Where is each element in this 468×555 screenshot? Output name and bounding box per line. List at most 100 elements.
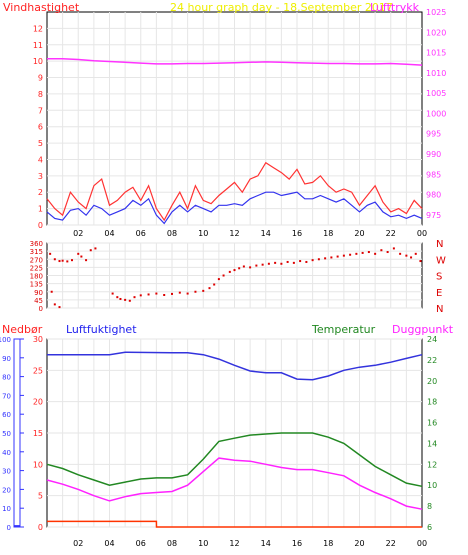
x-tick-label: 00 — [417, 229, 427, 238]
series-line — [47, 351, 423, 381]
wind-tick-label: 8 — [38, 90, 43, 99]
x-tick-label: 16 — [292, 229, 302, 238]
direction-point — [292, 261, 295, 264]
direction-point — [242, 265, 245, 268]
humidity-tick-label: 30 — [33, 335, 43, 344]
direction-point — [274, 261, 277, 264]
direction-tick-label: 135 — [30, 281, 43, 289]
temperature-tick-label: 20 — [427, 377, 437, 386]
wind-direction-points — [49, 247, 422, 309]
temperature-tick-label: 8 — [427, 502, 432, 511]
rain-label: Nedbør — [2, 323, 43, 336]
direction-point — [410, 256, 413, 259]
direction-point — [155, 292, 158, 295]
rain-gauge-fill — [14, 525, 20, 527]
direction-point — [50, 290, 53, 293]
wind-tick-label: 11 — [33, 41, 43, 50]
compass-label: S — [436, 272, 442, 283]
direction-point — [267, 262, 270, 265]
direction-point — [133, 296, 136, 299]
wind-tick-label: 5 — [38, 139, 43, 148]
series-line — [46, 161, 423, 222]
direction-point — [213, 283, 216, 286]
humidity-tick-label: 15 — [33, 429, 43, 438]
direction-tick-label: 0 — [39, 305, 43, 313]
humidity-axis-ticks: 0 5 10 15 20 25 30 — [33, 335, 43, 532]
x-tick-label: 12 — [229, 229, 239, 238]
compass-label: N — [436, 304, 443, 315]
direction-tick-label: 225 — [30, 264, 43, 272]
rain-tick-label: 80 — [2, 374, 11, 382]
direction-point — [61, 259, 64, 262]
pressure-tick-label: 980 — [426, 191, 441, 200]
rain-tick-label: 100 — [0, 336, 11, 344]
direction-point — [330, 256, 333, 259]
compass-label: W — [436, 255, 446, 266]
humidity-label: Luftfuktighet — [66, 323, 137, 336]
pressure-tick-label: 1000 — [426, 109, 446, 118]
direction-point — [163, 294, 166, 296]
direction-point — [249, 266, 252, 269]
pressure-tick-label: 990 — [426, 150, 441, 159]
temperature-axis-ticks: 6 8 10 12 14 16 18 20 22 24 — [427, 335, 437, 532]
direction-point — [255, 264, 258, 267]
direction-point — [80, 255, 83, 258]
direction-point — [139, 294, 142, 297]
x-tick-label: 20 — [354, 229, 364, 238]
direction-point — [111, 292, 114, 295]
direction-point — [128, 299, 131, 302]
direction-point — [71, 259, 73, 262]
direction-point — [222, 274, 225, 277]
temperature-tick-label: 10 — [427, 481, 437, 490]
pressure-tick-label: 995 — [426, 130, 441, 139]
x-tick-label: 08 — [167, 229, 177, 238]
wind-tick-label: 3 — [38, 172, 43, 181]
direction-point — [349, 253, 352, 256]
wind-tick-label: 12 — [33, 24, 43, 33]
climate-x-ticks: 02 04 06 08 10 12 14 16 18 20 22 00 — [73, 539, 427, 548]
temperature-tick-label: 16 — [427, 419, 437, 428]
x-tick-label: 02 — [73, 229, 83, 238]
compass-label: N — [436, 239, 443, 250]
chart-title: 24 hour graph day - 18.September 2017 — [170, 1, 393, 14]
direction-point — [49, 252, 52, 255]
compass-label: E — [436, 288, 442, 299]
series-line — [46, 457, 423, 510]
x-tick-label: 06 — [136, 229, 146, 238]
x-tick-label: 06 — [136, 539, 146, 548]
temperature-tick-label: 6 — [427, 523, 432, 532]
pressure-tick-label: 1015 — [426, 49, 446, 58]
direction-point — [186, 292, 189, 295]
direction-point — [77, 252, 80, 255]
climate-series — [46, 351, 423, 528]
x-tick-label: 10 — [198, 539, 208, 548]
wind-tick-label: 1 — [38, 205, 43, 214]
direction-point — [405, 254, 408, 257]
wind-tick-label: 9 — [38, 74, 43, 83]
direction-point — [53, 303, 56, 306]
pressure-tick-label: 1020 — [426, 28, 446, 37]
direction-point — [361, 251, 364, 254]
direction-point — [228, 270, 231, 273]
series-line — [47, 520, 422, 528]
direction-point — [58, 306, 61, 309]
direction-point — [286, 260, 289, 263]
pressure-tick-label: 1025 — [426, 8, 446, 17]
direction-point — [336, 255, 339, 258]
humidity-tick-label: 25 — [33, 366, 43, 375]
wind-speed-label: Vindhastighet — [3, 1, 80, 14]
direction-point — [324, 257, 327, 260]
pressure-tick-label: 985 — [426, 170, 441, 179]
direction-tick-label: 270 — [30, 256, 43, 264]
direction-point — [94, 247, 97, 250]
direction-point — [280, 262, 283, 265]
direction-point — [233, 269, 236, 272]
direction-point — [238, 267, 241, 270]
direction-point — [89, 249, 92, 252]
rain-axis-ticks: 0 10 20 30 40 50 60 70 80 90 100 — [0, 336, 24, 532]
humidity-tick-label: 5 — [38, 492, 43, 501]
x-tick-label: 02 — [73, 539, 83, 548]
direction-point — [392, 247, 395, 250]
temperature-tick-label: 22 — [427, 356, 437, 365]
